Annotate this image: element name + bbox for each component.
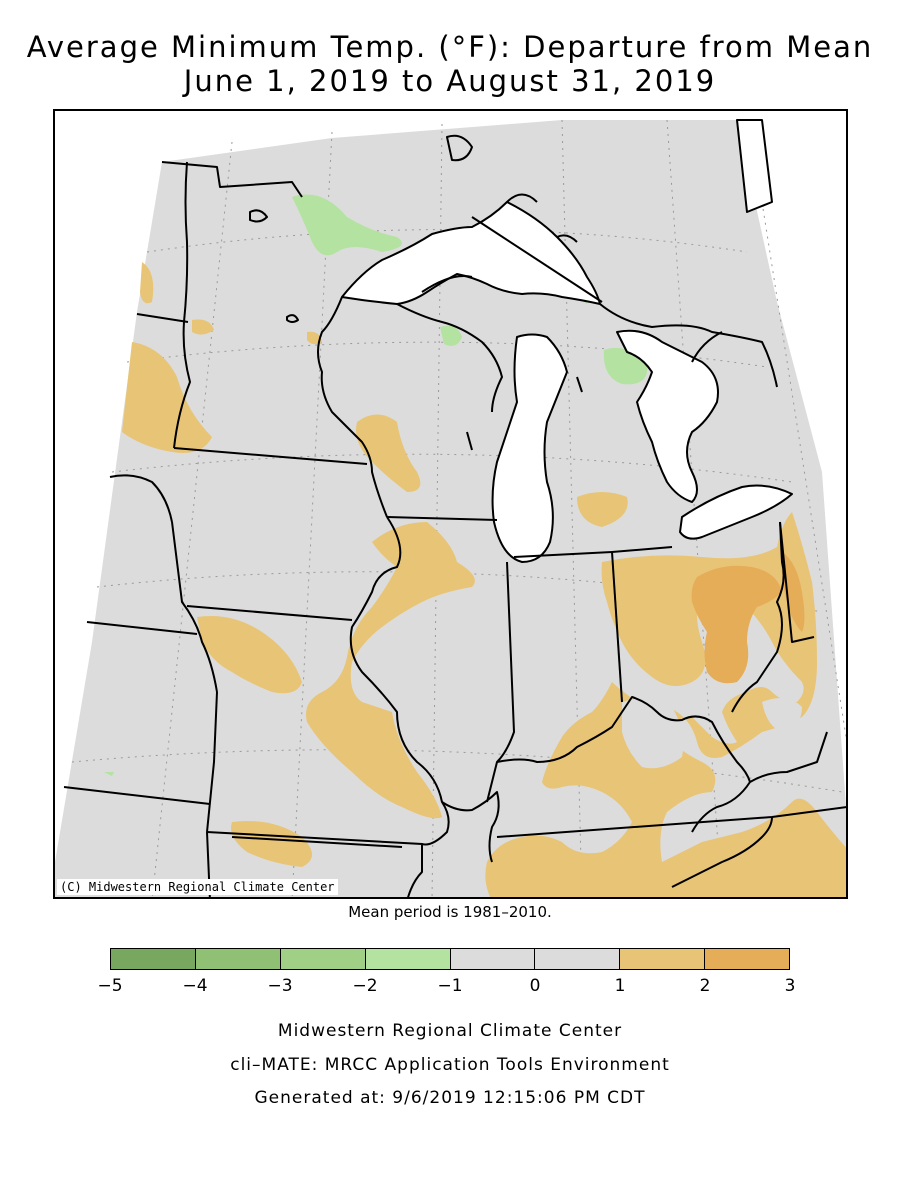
footer-generated: Generated at: 9/6/2019 12:15:06 PM CDT: [254, 1088, 646, 1108]
legend-bin: [111, 949, 196, 969]
legend-tick-label: −5: [97, 976, 123, 996]
anomaly-dark-orange-zones: [691, 552, 805, 684]
legend-bin: [620, 949, 706, 969]
legend-bin: [195, 949, 281, 969]
lake-erie: [679, 484, 793, 540]
legend-tick-label: 0: [529, 976, 541, 996]
lake-ontario-edge: [736, 119, 773, 213]
copyright-label: (C) Midwestern Regional Climate Center: [57, 879, 338, 895]
legend-tick-label: −3: [267, 976, 293, 996]
lake-huron: [616, 329, 719, 503]
state-borders: [63, 161, 846, 897]
legend-tick-label: 1: [614, 976, 626, 996]
legend-bin: [280, 949, 366, 969]
legend-tick-label: 3: [784, 976, 796, 996]
legend-tick-label: −2: [352, 976, 378, 996]
footer-organization: Midwestern Regional Climate Center: [277, 1021, 623, 1041]
legend-bin: [450, 949, 536, 969]
lake-superior: [341, 201, 601, 305]
legend-tick-label: −4: [182, 976, 208, 996]
map-canvas: [55, 119, 846, 897]
legend-bin: [365, 949, 451, 969]
legend-tick-label: 2: [699, 976, 711, 996]
map-title-line2: June 1, 2019 to August 31, 2019: [183, 64, 717, 98]
legend-colorbar: [110, 948, 790, 970]
legend-bin: [535, 949, 621, 969]
great-lakes: [341, 119, 793, 563]
mean-period-note: Mean period is 1981–2010.: [348, 903, 552, 921]
legend-tick-label: −1: [437, 976, 463, 996]
legend-bin: [705, 949, 789, 969]
coastline: [161, 134, 778, 451]
map-title-line1: Average Minimum Temp. (°F): Departure fr…: [26, 30, 874, 64]
lake-michigan: [491, 333, 568, 563]
map-panel: (C) Midwestern Regional Climate Center: [53, 109, 848, 899]
footer-tool: cli–MATE: MRCC Application Tools Environ…: [230, 1055, 670, 1075]
